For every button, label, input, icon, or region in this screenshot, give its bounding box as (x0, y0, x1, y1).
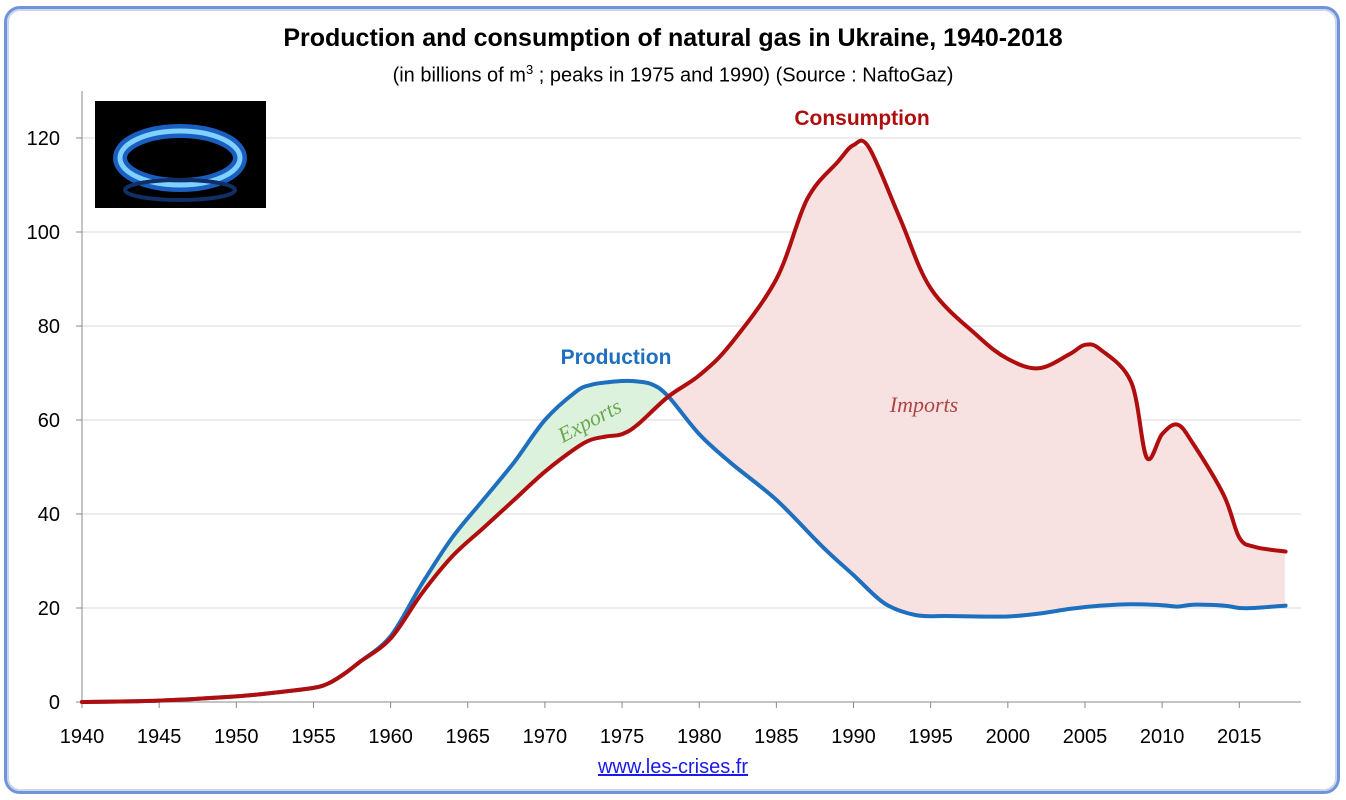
x-tick-label: 1985 (754, 726, 799, 748)
y-tick-label: 80 (38, 316, 60, 338)
consumption-label: Consumption (794, 107, 929, 130)
y-tick-label: 100 (27, 222, 60, 244)
x-tick-label: 1980 (677, 726, 722, 748)
x-tick-label: 1960 (368, 726, 413, 748)
x-tick-label: 1965 (446, 726, 491, 748)
y-tick-label: 0 (49, 692, 60, 714)
x-tick-label: 1970 (523, 726, 568, 748)
chart-frame (4, 6, 1340, 794)
x-tick-label: 1975 (600, 726, 645, 748)
production-label: Production (561, 346, 672, 369)
x-tick-label: 1940 (60, 726, 105, 748)
consumption-line (80, 138, 1288, 704)
subtitle-sup: 3 (525, 62, 534, 77)
x-tick-label: 2005 (1063, 726, 1108, 748)
y-tick-label: 120 (27, 128, 60, 150)
y-tick-label: 20 (38, 598, 60, 620)
subtitle-post: ; peaks in 1975 and 1990) (Source : Naft… (533, 64, 954, 87)
y-tick-label: 60 (38, 410, 60, 432)
imports-area (671, 145, 1285, 617)
x-tick-label: 1990 (831, 726, 876, 748)
chart-subtitle: (in billions of m3 ; peaks in 1975 and 1… (0, 62, 1346, 88)
subtitle-pre: (in billions of m (392, 64, 526, 87)
gas-flame-photo (95, 101, 266, 208)
x-tick-label: 1955 (291, 726, 336, 748)
x-tick-label: 1995 (908, 726, 953, 748)
x-tick-label: 2000 (986, 726, 1031, 748)
chart-title: Production and consumption of natural ga… (283, 24, 1063, 52)
x-tick-label: 1950 (214, 726, 259, 748)
imports-annotation: Imports (889, 392, 958, 417)
x-tick-label: 1945 (137, 726, 182, 748)
x-tick-label: 2010 (1140, 726, 1185, 748)
exports-area (390, 381, 669, 639)
source-link[interactable]: www.les-crises.fr (597, 756, 748, 778)
x-tick-label: 2015 (1217, 726, 1262, 748)
y-tick-label: 40 (38, 504, 60, 526)
